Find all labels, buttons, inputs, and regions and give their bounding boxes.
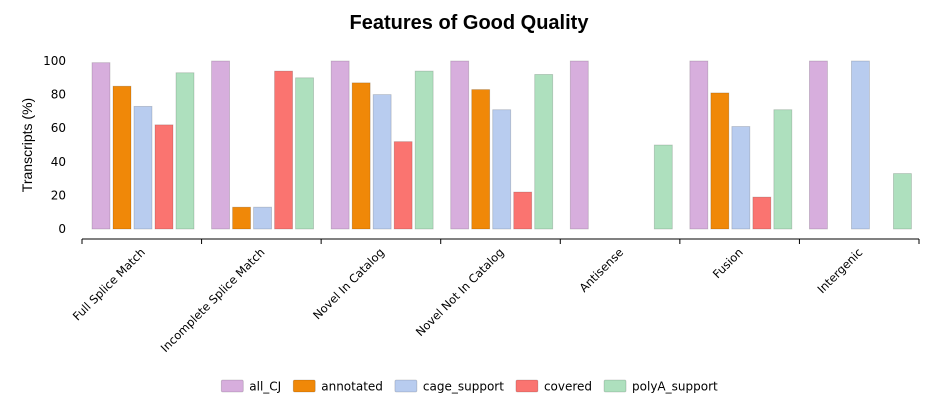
bar-annotated-novel-in-catalog [351, 82, 371, 230]
y-tick-label: 60 [51, 121, 66, 135]
legend-item-all-cj: all_CJ [220, 379, 281, 394]
bar-polya-support-novel-in-catalog [414, 70, 434, 230]
legend-item-polya-support: polyA_support [603, 379, 718, 394]
bar-cage-support-intergenic [851, 60, 870, 230]
y-axis-ticks: 0 20 40 60 80 100 [43, 54, 66, 236]
category-labels: Full Splice Match Incomplete Splice Match… [70, 245, 866, 355]
bar-all-cj-intergenic [809, 60, 828, 230]
bar-all-cj-incomplete-splice-match [211, 60, 230, 230]
y-tick-label: 80 [51, 88, 66, 102]
chart-title: Features of Good Quality [350, 12, 590, 34]
bar-all-cj-antisense [569, 60, 589, 230]
bar-cage-support-incomplete-splice-match [253, 206, 272, 230]
category-label-antisense: Antisense [576, 245, 626, 295]
y-axis-label: Transcripts (%) [19, 98, 35, 192]
bars [91, 60, 912, 230]
bar-polya-support-novel-not-in-catalog [534, 74, 554, 230]
legend-item-annotated: annotated [292, 379, 383, 394]
legend-label-annotated: annotated [321, 380, 383, 394]
legend-swatch-cage-support [394, 379, 418, 393]
legend-swatch-polya-support [603, 379, 627, 393]
bar-annotated-fusion [710, 92, 730, 230]
bar-all-cj-fusion [689, 60, 709, 230]
bar-cage-support-novel-in-catalog [372, 94, 392, 230]
bar-annotated-incomplete-splice-match [232, 206, 251, 230]
legend-item-cage-support: cage_support [394, 379, 504, 394]
legend-swatch-covered [515, 379, 539, 393]
legend-swatch-all-cj [220, 379, 244, 393]
legend-item-covered: covered [515, 379, 592, 394]
legend-label-polya-support: polyA_support [632, 380, 718, 394]
bar-polya-support-incomplete-splice-match [295, 77, 314, 230]
bar-polya-support-antisense [653, 144, 673, 230]
legend-swatch-annotated [292, 379, 316, 393]
y-tick-label: 40 [51, 155, 66, 169]
bar-annotated-novel-not-in-catalog [471, 89, 491, 230]
bar-annotated-full-splice-match [112, 85, 132, 230]
bar-all-cj-novel-in-catalog [330, 60, 350, 230]
y-tick-label: 0 [58, 222, 66, 236]
category-label-incomplete-splice-match: Incomplete Splice Match [158, 245, 268, 355]
y-tick-label: 100 [43, 54, 66, 68]
legend-label-covered: covered [544, 380, 592, 394]
legend-label-all-cj: all_CJ [249, 380, 281, 394]
legend-label-cage-support: cage_support [423, 380, 504, 394]
category-label-novel-not-in-catalog: Novel Not In Catalog [413, 245, 507, 339]
bar-covered-novel-not-in-catalog [513, 191, 533, 230]
category-label-novel-in-catalog: Novel In Catalog [310, 245, 387, 322]
bar-covered-novel-in-catalog [393, 141, 413, 230]
bar-all-cj-novel-not-in-catalog [450, 60, 470, 230]
x-axis-ticks [81, 239, 920, 244]
category-label-full-splice-match: Full Splice Match [70, 245, 148, 323]
bar-covered-incomplete-splice-match [274, 70, 293, 230]
category-label-fusion: Fusion [710, 245, 746, 281]
legend: all_CJ annotated cage_support covered polyA_… [220, 379, 718, 394]
bar-cage-support-novel-not-in-catalog [492, 109, 512, 230]
bar-covered-full-splice-match [154, 124, 174, 230]
category-label-intergenic: Intergenic [814, 245, 865, 296]
bar-polya-support-full-splice-match [175, 72, 195, 230]
bar-polya-support-intergenic [893, 173, 912, 230]
bar-covered-fusion [752, 196, 772, 230]
bar-all-cj-full-splice-match [91, 62, 111, 230]
bar-polya-support-fusion [773, 109, 793, 230]
y-tick-label: 20 [51, 188, 66, 202]
bar-cage-support-full-splice-match [133, 105, 153, 230]
bar-cage-support-fusion [731, 126, 751, 230]
